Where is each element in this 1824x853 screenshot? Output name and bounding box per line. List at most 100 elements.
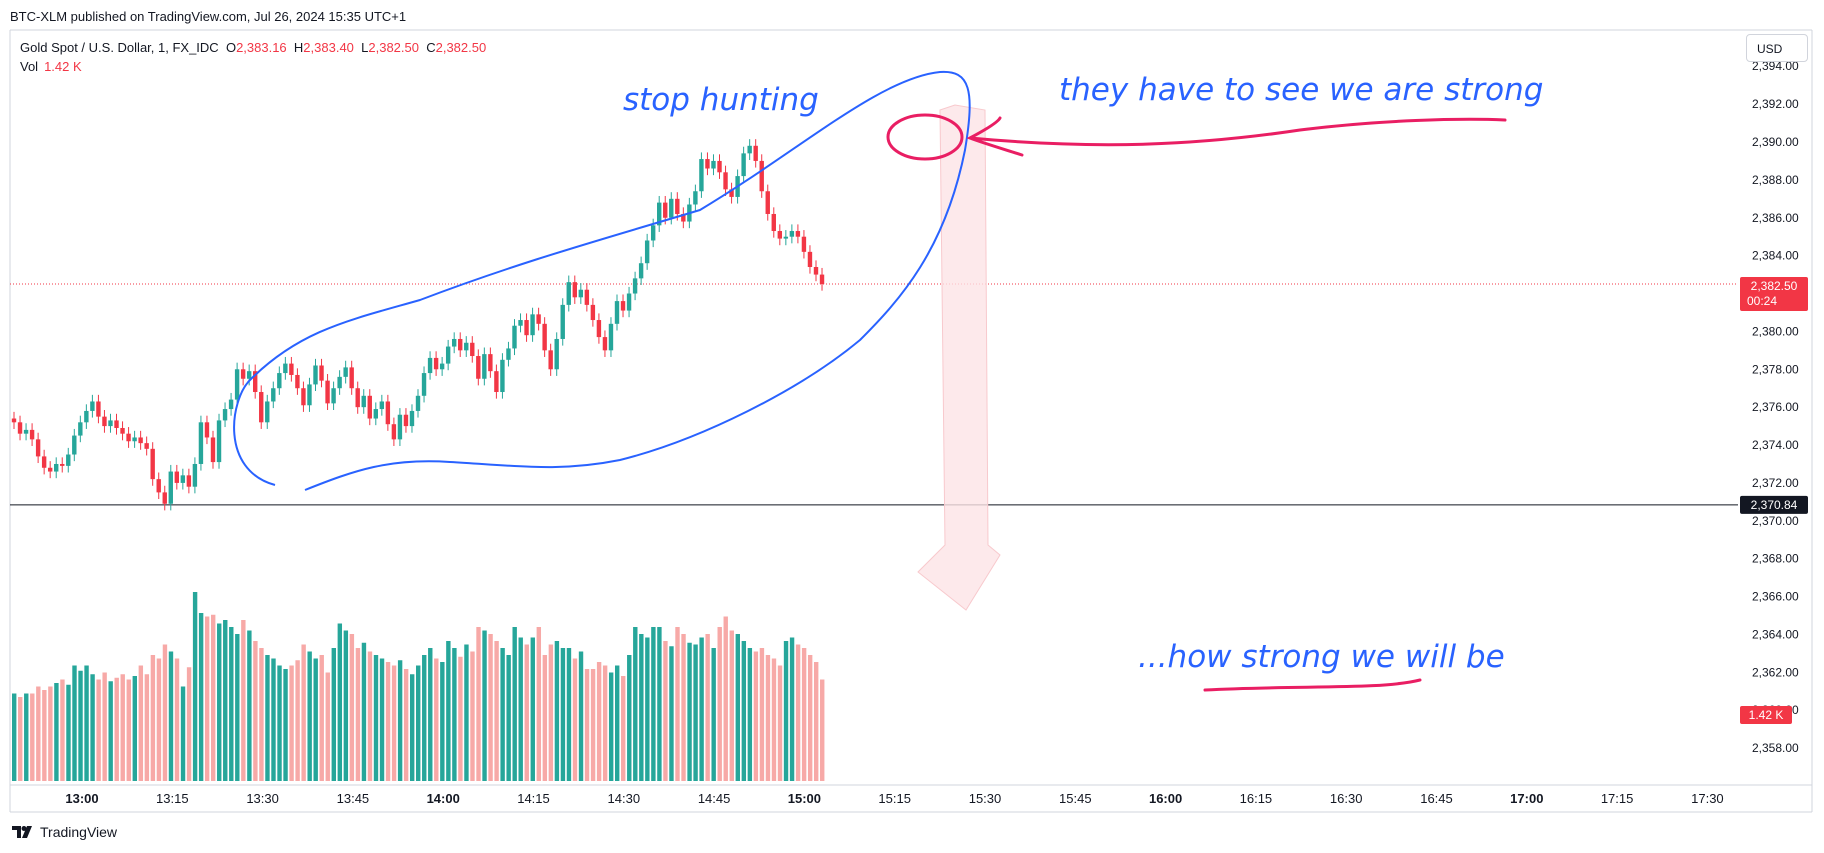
volume-label[interactable]: Vol: [20, 59, 39, 74]
candle-body: [451, 338, 457, 347]
candle-body: [240, 369, 246, 379]
close-value: 2,382.50: [435, 40, 487, 55]
volume-bar: [699, 637, 704, 781]
candle-body: [433, 357, 439, 370]
candle-body: [361, 395, 366, 408]
candle-body: [512, 325, 517, 349]
volume-bar: [506, 655, 511, 781]
candle-body: [548, 350, 553, 370]
volume-bar: [771, 658, 777, 781]
volume-bar: [126, 679, 131, 781]
volume-bar: [253, 641, 258, 781]
y-tick-label: 2,388.00: [1752, 173, 1799, 187]
volume-bar: [530, 637, 535, 781]
candle-body: [458, 338, 463, 351]
candle-body: [445, 346, 451, 364]
y-tick-label: 2,370.00: [1752, 514, 1799, 528]
volume-bar: [90, 674, 95, 781]
tradingview-logo[interactable]: TradingView: [12, 824, 117, 840]
volume-bar: [108, 681, 113, 781]
candle-body: [789, 231, 795, 237]
volume-bar: [711, 648, 716, 781]
candle-body: [222, 409, 228, 421]
volume-bar: [765, 655, 771, 781]
currency-button[interactable]: USD: [1746, 34, 1808, 62]
volume-bar: [428, 648, 433, 781]
candle-body: [747, 145, 752, 154]
candle-body: [675, 198, 680, 214]
candle-body: [783, 236, 789, 239]
volume-bar: [578, 651, 584, 781]
volume-bar: [343, 630, 349, 781]
y-tick-label: 2,362.00: [1752, 665, 1799, 679]
candle-body: [518, 320, 523, 326]
candle-body: [23, 429, 29, 434]
candle-body: [590, 304, 596, 321]
volume-bar: [494, 641, 499, 781]
volume-bar: [621, 676, 626, 781]
volume-bar: [295, 660, 300, 781]
volume-bar: [325, 672, 330, 781]
volume-bar: [590, 669, 596, 781]
candle-body: [234, 369, 240, 400]
candle-body: [620, 301, 626, 311]
volume-bar: [476, 627, 481, 781]
volume-bar: [150, 655, 156, 781]
candle-body: [168, 471, 173, 504]
volume-bar: [259, 648, 264, 781]
candle-body: [439, 363, 445, 370]
volume-bar: [548, 644, 554, 781]
volume-bar: [741, 641, 747, 781]
volume-bar: [283, 669, 288, 781]
volume-bar: [30, 693, 35, 781]
candle-body: [35, 439, 41, 457]
volume-bar: [54, 683, 59, 781]
candle-body: [777, 231, 783, 239]
candle-body: [138, 437, 143, 444]
candle-body: [614, 301, 620, 324]
candle-body: [144, 443, 149, 449]
candle-body: [313, 365, 318, 385]
candle-body: [216, 420, 222, 463]
x-tick-label: 16:45: [1420, 791, 1453, 806]
symbol-title[interactable]: Gold Spot / U.S. Dollar, 1, FX_IDC: [20, 40, 219, 55]
volume-bar: [192, 592, 198, 781]
candle-body: [355, 388, 360, 408]
candle-body: [343, 367, 348, 377]
volume-bar: [608, 672, 614, 781]
volume-bar: [789, 637, 795, 781]
volume-bar: [409, 674, 415, 781]
candle-body: [729, 189, 734, 197]
candle-body: [11, 418, 17, 423]
candle-body: [765, 191, 770, 214]
countdown-label: 00:24: [1747, 294, 1777, 308]
volume-bar: [204, 616, 210, 781]
volume-bar: [416, 665, 421, 781]
volume-bar: [277, 665, 282, 781]
volume-bar: [349, 634, 355, 781]
level-tag-bg: [1740, 495, 1808, 514]
volume-tag: 1.42 K: [1740, 706, 1792, 724]
candle-body: [192, 463, 198, 487]
candle-body: [650, 225, 656, 241]
y-tick-label: 2,392.00: [1752, 97, 1799, 111]
volume-bar: [464, 644, 469, 781]
volume-bar: [319, 655, 324, 781]
candle-body: [379, 401, 385, 410]
y-tick-label: 2,364.00: [1752, 627, 1799, 641]
volume-bar: [566, 648, 572, 781]
candle-body: [705, 159, 710, 169]
volume-bar: [669, 646, 674, 781]
candle-body: [669, 198, 674, 218]
volume-bar: [271, 658, 276, 781]
volume-bar: [422, 655, 427, 781]
candle-body: [464, 342, 469, 351]
volume-bar: [385, 662, 391, 781]
down-arrow-shape: [917, 104, 1001, 611]
annotation-will-be: ...how strong we will be: [1138, 639, 1505, 675]
candle-body: [819, 274, 825, 285]
candle-body: [289, 363, 294, 375]
volume-bar: [120, 674, 125, 781]
